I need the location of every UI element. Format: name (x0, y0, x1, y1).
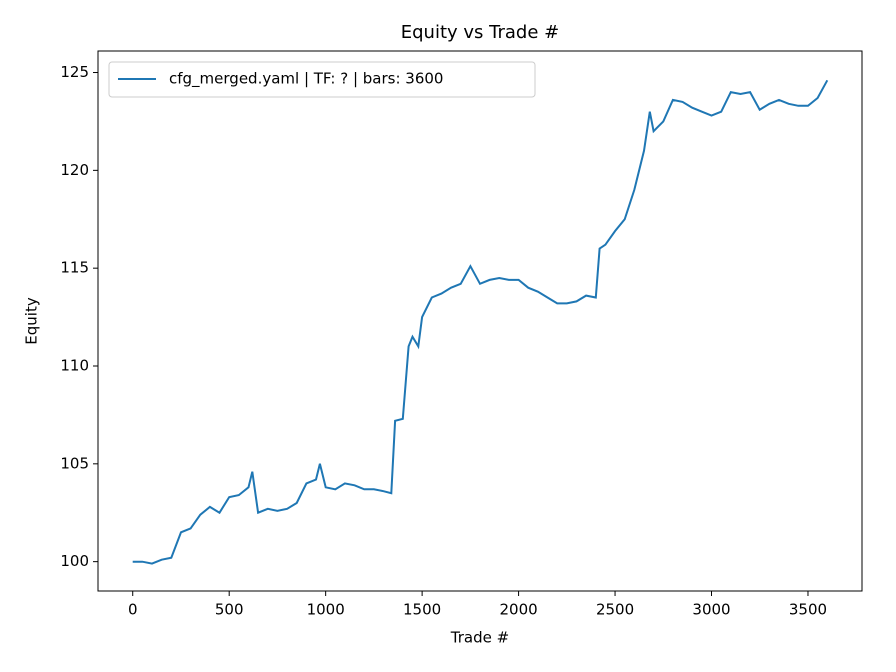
x-tick-label: 3500 (789, 601, 827, 619)
x-tick-label: 0 (128, 601, 138, 619)
chart-title: Equity vs Trade # (401, 22, 559, 43)
x-tick-label: 2000 (499, 601, 537, 619)
y-tick-label: 115 (60, 259, 89, 277)
line-series (132, 79, 829, 565)
x-tick-label: 2500 (596, 601, 634, 619)
x-axis-label: Trade # (450, 629, 509, 647)
x-tick-label: 1500 (403, 601, 441, 619)
y-tick-label: 125 (60, 63, 89, 81)
x-tick-label: 3000 (692, 601, 730, 619)
x-tick-label: 1000 (307, 601, 345, 619)
legend-label: cfg_merged.yaml | TF: ? | bars: 3600 (169, 70, 443, 89)
legend-box (108, 61, 536, 98)
y-tick-label: 100 (60, 552, 89, 570)
x-tick-label: 500 (215, 601, 244, 619)
y-tick-label: 120 (60, 161, 89, 179)
plot-frame (97, 50, 863, 592)
y-tick-label: 105 (60, 454, 89, 472)
y-axis-label: Equity (23, 297, 41, 345)
y-tick-label: 110 (60, 357, 89, 375)
